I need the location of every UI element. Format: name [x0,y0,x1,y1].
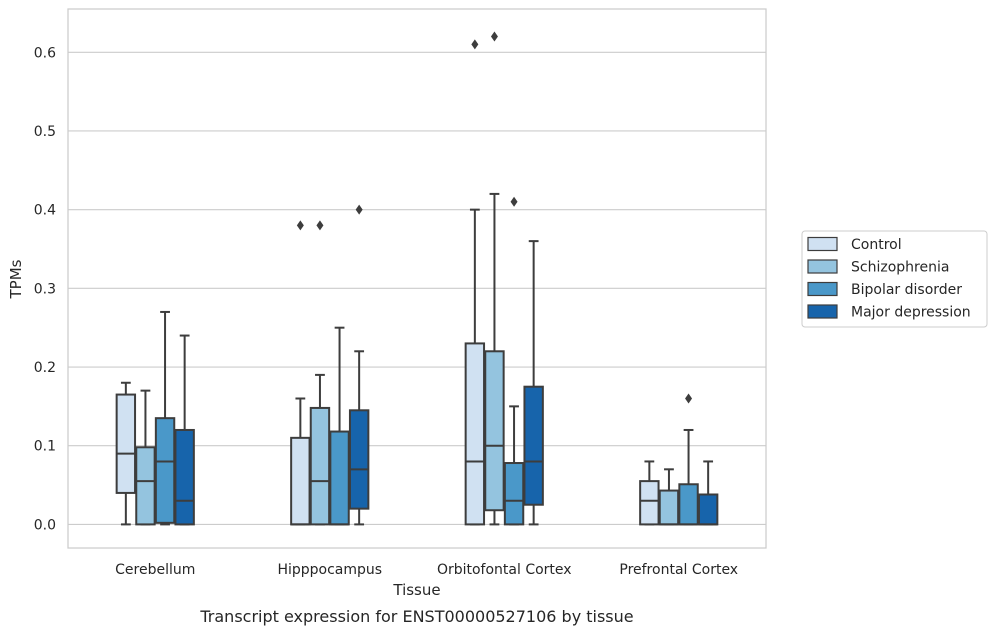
legend-swatch [807,304,838,319]
box-iqr [135,446,156,526]
legend-frame [801,230,988,328]
box-iqr [348,409,370,510]
box-1-1 [309,220,331,526]
legend-swatch [807,236,838,252]
plot-frame [67,8,767,549]
legend-entry: Schizophrenia [851,260,949,276]
outlier-point [355,204,363,215]
box-2-0 [154,310,176,526]
box-2-2 [503,196,525,526]
outlier-point [471,39,479,50]
box-iqr [309,406,331,526]
x-tick-label: Orbitofontal Cortex [437,562,572,578]
legend: Control Schizophrenia Bipolar disorder Majo… [801,230,988,328]
legend-entry: Major depression [851,305,971,321]
box-iqr [115,393,137,494]
y-axis-label: TPMs [7,259,25,299]
outlier-point [316,220,324,231]
y-tick-label: 0.1 [34,439,56,455]
box-3-3 [697,460,719,526]
box-0-1 [290,220,311,526]
y-tick-label: 0.6 [34,45,56,61]
x-tick-labels: Cerebellum Hipppocampus Orbitofontal Corte… [115,562,738,578]
legend-entry: Bipolar disorder [851,282,962,298]
box-0-0 [115,381,137,526]
box-0-2 [464,39,486,526]
outlier-point [490,31,498,42]
box-iqr [503,462,525,526]
legend-entry: Control [851,237,902,253]
outlier-point [296,220,304,231]
y-tick-label: 0.5 [34,124,56,140]
box-iqr [464,342,486,526]
box-2-3 [678,393,699,526]
y-tick-label: 0.3 [34,281,56,297]
box-iqr [329,430,350,526]
box-iqr [523,385,544,506]
box-iqr [484,350,505,512]
x-axis-label: Tissue [392,581,440,599]
box-1-0 [135,389,156,526]
box-iqr [678,483,699,526]
box-iqr [658,489,680,526]
box-iqr [639,480,660,526]
box-1-2 [484,31,505,526]
box-iqr [290,436,311,526]
box-iqr [174,428,195,526]
y-tick-label: 0.4 [34,203,56,219]
x-tick-label: Prefrontal Cortex [619,562,738,578]
box-1-3 [658,468,680,526]
legend-swatch [807,281,838,297]
outlier-point [510,196,518,207]
y-tick-label: 0.2 [34,360,56,376]
box-series [115,31,719,526]
box-3-0 [174,334,195,526]
y-tick-label: 0.0 [34,517,56,533]
box-3-2 [523,240,544,526]
box-3-1 [348,204,370,526]
box-iqr [697,493,719,526]
box-2-1 [329,326,350,526]
outlier-point [685,393,693,404]
x-tick-label: Hipppocampus [277,562,382,578]
chart-caption: Transcript expression for ENST0000052710… [199,607,633,626]
y-tick-labels: 0.0 0.1 0.2 0.3 0.4 0.5 0.6 [34,45,56,533]
box-0-3 [639,460,660,526]
box-iqr [154,417,176,524]
x-tick-label: Cerebellum [115,562,195,578]
legend-swatch [807,259,838,274]
